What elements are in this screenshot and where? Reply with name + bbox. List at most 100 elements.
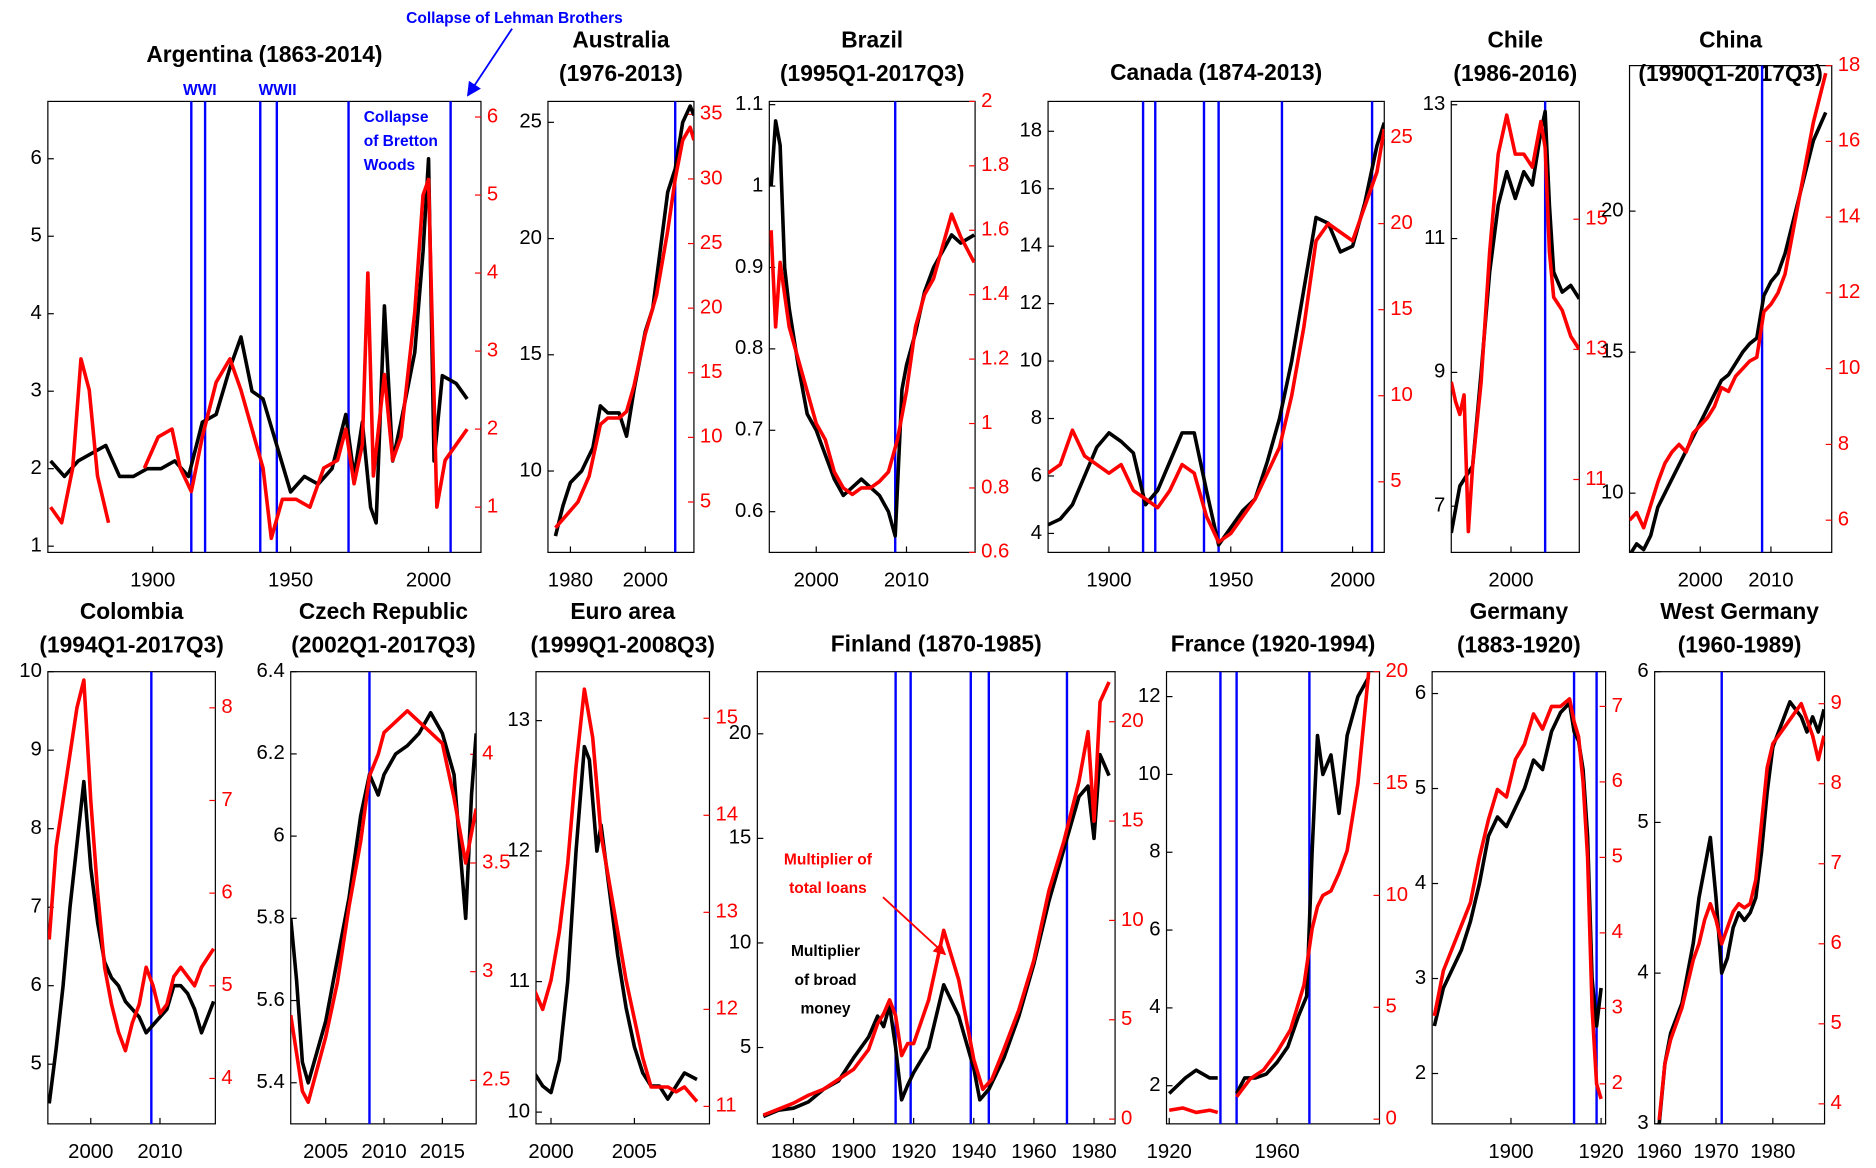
y-tick-label: 6 bbox=[273, 824, 284, 846]
y2-tick-label: 4 bbox=[1612, 921, 1623, 943]
y2-tick-label: 6 bbox=[487, 105, 498, 127]
y2-tick-label: 4 bbox=[221, 1067, 232, 1089]
y-tick-label: 12 bbox=[507, 839, 530, 861]
chart-title: West Germany bbox=[1660, 598, 1819, 624]
x-tick-label: 1980 bbox=[1750, 1141, 1795, 1163]
y2-tick-label: 30 bbox=[700, 167, 723, 189]
chart-title: Colombia bbox=[80, 598, 184, 624]
y2-tick-label: 7 bbox=[221, 789, 232, 811]
plot-frame bbox=[1628, 65, 1833, 553]
series-line bbox=[553, 104, 694, 537]
panel: Argentina (1863-2014) 1900 1950 2000 1 2 3 4 5 6 1… bbox=[31, 10, 623, 591]
x-tick-label: 1960 bbox=[1254, 1141, 1299, 1163]
y2-tick-label: 10 bbox=[1385, 884, 1408, 906]
plot-frame bbox=[47, 100, 482, 553]
y2-tick-label: 5 bbox=[1390, 470, 1401, 492]
series-line bbox=[47, 779, 216, 1104]
y2-tick-label: 8 bbox=[1838, 433, 1849, 455]
annotation: Woods bbox=[364, 157, 416, 174]
y2-tick-label: 5 bbox=[1612, 846, 1623, 868]
chart-title: Finland (1870-1985) bbox=[831, 630, 1042, 656]
series-line bbox=[1048, 128, 1385, 544]
annotation: money bbox=[800, 1000, 850, 1017]
annotation-arrow bbox=[882, 896, 947, 956]
y-tick-label: 1.1 bbox=[735, 93, 763, 115]
y2-tick-label: 1.8 bbox=[981, 154, 1009, 176]
y-tick-label: 5 bbox=[740, 1036, 751, 1058]
y-tick-label: 10 bbox=[1019, 349, 1042, 371]
y-tick-label: 10 bbox=[1601, 482, 1624, 504]
x-tick-label: 1970 bbox=[1693, 1141, 1738, 1163]
y2-tick-label: 20 bbox=[1390, 212, 1413, 234]
y-tick-label: 0.6 bbox=[735, 500, 763, 522]
plot-frame bbox=[535, 671, 711, 1125]
y2-tick-label: 15 bbox=[1385, 772, 1408, 794]
x-tick-label: 1940 bbox=[951, 1141, 996, 1163]
y2-tick-label: 11 bbox=[715, 1095, 736, 1117]
y2-tick-label: 5 bbox=[1831, 1012, 1842, 1034]
panel: West Germany (1960-1989) 1960 1970 1980 3 4 5 6 4… bbox=[1637, 598, 1842, 1163]
y2-tick-label: 16 bbox=[1838, 130, 1861, 152]
chart-title: Brazil bbox=[841, 27, 903, 53]
x-tick-label: 2015 bbox=[420, 1141, 465, 1163]
series-line bbox=[290, 711, 477, 1085]
y-tick-label: 9 bbox=[1434, 361, 1445, 383]
x-tick-label: 1920 bbox=[1578, 1141, 1623, 1163]
y2-tick-label: 35 bbox=[700, 103, 723, 125]
y-tick-label: 11 bbox=[1424, 227, 1445, 249]
x-tick-label: 2000 bbox=[1330, 569, 1375, 591]
y-tick-label: 10 bbox=[507, 1100, 530, 1122]
annotation: WWII bbox=[259, 82, 297, 99]
y2-tick-label: 3 bbox=[1612, 997, 1623, 1019]
y-tick-label: 13 bbox=[1423, 93, 1446, 115]
plot-frame bbox=[1450, 100, 1580, 553]
series-line bbox=[1657, 700, 1825, 1124]
y2-tick-label: 2 bbox=[981, 90, 992, 112]
y2-tick-label: 4 bbox=[1831, 1092, 1842, 1114]
panel: Canada (1874-2013) 1900 1950 2000 4 6 8 10 12 14 1… bbox=[1019, 59, 1412, 591]
y-tick-label: 6 bbox=[1415, 682, 1426, 704]
chart-title: (1990Q1-2017Q3) bbox=[1638, 60, 1822, 86]
y2-tick-label: 6 bbox=[1838, 509, 1849, 531]
chart-title: France (1920-1994) bbox=[1171, 630, 1376, 656]
y-tick-label: 10 bbox=[729, 931, 752, 953]
y2-tick-label: 13 bbox=[1585, 338, 1608, 360]
y-tick-label: 0.7 bbox=[735, 419, 763, 441]
chart-title: (1976-2013) bbox=[559, 60, 683, 86]
y-tick-label: 6 bbox=[31, 147, 42, 169]
annotation: Multiplier bbox=[791, 943, 860, 960]
y-tick-label: 3 bbox=[31, 380, 42, 402]
y2-tick-label: 25 bbox=[1390, 126, 1413, 148]
series-line bbox=[47, 678, 216, 1053]
y-tick-label: 3 bbox=[1415, 967, 1426, 989]
y-tick-label: 15 bbox=[519, 343, 542, 365]
y2-tick-label: 18 bbox=[1838, 54, 1861, 76]
y-tick-label: 4 bbox=[1031, 522, 1042, 544]
y-tick-label: 8 bbox=[1031, 407, 1042, 429]
panel: Finland (1870-1985) 1880 1900 1920 1940 1960 1… bbox=[729, 630, 1144, 1162]
y-tick-label: 6 bbox=[1149, 918, 1160, 940]
y-tick-label: 12 bbox=[1138, 685, 1161, 707]
annotation: Collapse of Lehman Brothers bbox=[406, 10, 623, 27]
series-line bbox=[290, 709, 477, 1104]
y-tick-label: 4 bbox=[1415, 872, 1426, 894]
y2-tick-label: 10 bbox=[1838, 357, 1861, 379]
y2-tick-label: 0.6 bbox=[981, 541, 1009, 563]
annotation: WWI bbox=[183, 82, 217, 99]
x-tick-label: 2000 bbox=[794, 569, 839, 591]
series-line bbox=[554, 125, 694, 530]
y2-tick-label: 6 bbox=[221, 882, 232, 904]
x-tick-label: 2000 bbox=[68, 1141, 113, 1163]
y2-tick-label: 20 bbox=[1385, 660, 1408, 682]
y2-tick-label: 20 bbox=[1121, 710, 1144, 732]
y-tick-label: 10 bbox=[19, 660, 42, 682]
series-line bbox=[1432, 697, 1603, 1100]
series-line bbox=[1629, 72, 1828, 530]
y-tick-label: 2 bbox=[1149, 1074, 1160, 1096]
y-tick-label: 18 bbox=[1019, 120, 1042, 142]
x-tick-label: 1920 bbox=[1147, 1141, 1192, 1163]
y2-tick-label: 5 bbox=[1121, 1008, 1132, 1030]
y2-tick-label: 1 bbox=[487, 496, 498, 518]
x-tick-label: 2010 bbox=[361, 1141, 406, 1163]
